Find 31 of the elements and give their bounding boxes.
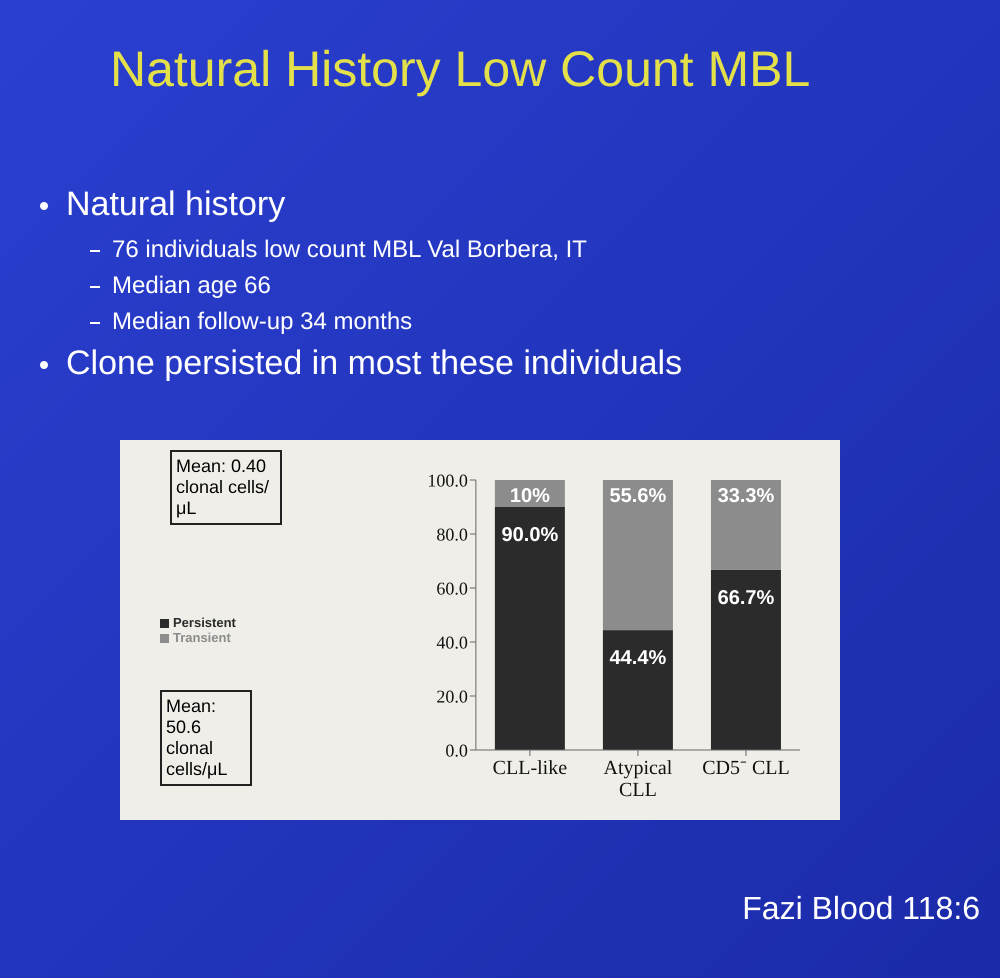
text: Clone persisted in most these individuals — [65, 344, 682, 383]
y-tick-label: 0.0 — [445, 740, 468, 760]
data-label: 10% — [510, 485, 550, 507]
bar — [602, 630, 673, 750]
x-tick-label: CD5⁻ CLL — [702, 757, 790, 779]
y-tick-label: 100.0 — [427, 470, 468, 490]
data-label: 44.4% — [610, 647, 666, 670]
bar — [602, 480, 673, 630]
text: Mean: 50.6 clonal cells/μL — [160, 690, 252, 786]
y-tick-label: 80.0 — [436, 524, 468, 544]
x-tick-label: CLL-like — [492, 757, 568, 779]
data-label: 66.7% — [718, 586, 775, 609]
bar — [494, 507, 565, 750]
text: Natural history — [65, 185, 286, 224]
text: Fazi Blood 118:6 — [742, 890, 980, 927]
y-tick-label: 20.0 — [436, 686, 468, 706]
text: Median age 66 — [111, 272, 272, 300]
text: Median follow-up 34 months — [111, 308, 414, 336]
text: Mean: 0.40 clonal cells/μL — [170, 450, 282, 525]
legend-label: Persistent — [173, 615, 236, 630]
data-label: 90.0% — [502, 524, 558, 546]
y-tick-label: 60.0 — [436, 578, 468, 598]
data-label: 33.3% — [718, 485, 775, 507]
legend-label: Transient — [173, 630, 231, 645]
text: 76 individuals low count MBL Val Borbera, IT — [111, 236, 588, 264]
y-tick-label: 40.0 — [436, 632, 468, 652]
bar — [710, 480, 781, 570]
bar — [710, 570, 781, 750]
chart-title: Natural History Low Count MBL — [110, 40, 810, 98]
x-tick-label: Atypical CLL — [604, 757, 673, 801]
data-label: 55.6% — [610, 485, 666, 507]
